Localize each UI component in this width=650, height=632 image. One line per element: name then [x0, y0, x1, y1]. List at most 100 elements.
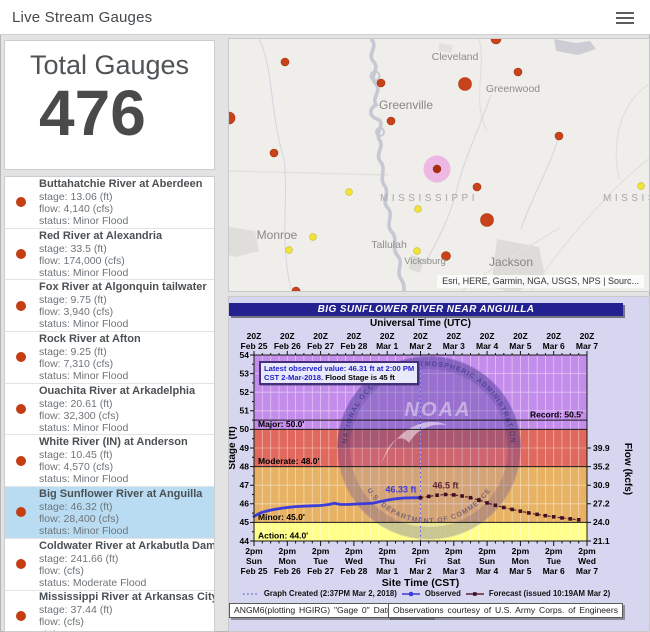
gauge-flow: flow: 4,570 (cfs)	[39, 461, 114, 474]
svg-text:50: 50	[240, 424, 250, 434]
svg-text:Mar 5: Mar 5	[509, 566, 531, 576]
stage-axis-label: Stage (ft)	[229, 426, 238, 469]
gauge-list[interactable]: Buttahatchie River at Aberdeen stage: 13…	[4, 176, 215, 632]
svg-text:Fri: Fri	[415, 556, 426, 566]
gauge-status: status: Minor Flood	[39, 524, 129, 537]
svg-text:Mar 6: Mar 6	[543, 566, 565, 576]
svg-text:Mar 4: Mar 4	[476, 566, 498, 576]
svg-text:20Z: 20Z	[580, 331, 595, 341]
gauge-status-dot	[16, 300, 26, 311]
gauge-map-dot	[291, 286, 301, 291]
map-canvas[interactable]: Cleveland Greenwood Greenville MISSISSIPPI M…	[229, 39, 649, 291]
svg-text:Feb 28: Feb 28	[340, 566, 367, 576]
gauge-map-dot-yellow	[285, 246, 293, 254]
gauge-flow: flow: 7,310 (cfs)	[39, 357, 114, 370]
map-place-label: MISSISSIPPI	[603, 193, 649, 204]
svg-text:20Z: 20Z	[546, 331, 561, 341]
svg-text:2pm: 2pm	[478, 546, 496, 556]
svg-text:Feb 26: Feb 26	[274, 566, 301, 576]
map-place-label: Jackson	[489, 255, 533, 269]
legend-created: Graph Created (2:37PM Mar 2, 2018)	[263, 589, 397, 598]
svg-text:Mar 6: Mar 6	[543, 341, 565, 351]
gauge-name: White River (IN) at Anderson	[39, 436, 188, 449]
gauge-name: Big Sunflower River at Anguilla	[39, 487, 203, 500]
hamburger-menu-icon[interactable]	[616, 12, 634, 27]
annotation-line2: CST 2-Mar-2018. Flood Stage is 45 ft	[264, 373, 395, 382]
gauge-stage: stage: 241.66 (ft)	[39, 552, 119, 565]
gauge-flow: flow: (cfs)	[39, 616, 84, 629]
chart-legend: Graph Created (2:37PM Mar 2, 2018) Obser…	[229, 589, 623, 598]
gauge-map-dot-yellow	[309, 233, 317, 241]
svg-text:47: 47	[240, 480, 250, 490]
svg-text:2pm: 2pm	[279, 546, 297, 556]
gauge-status-dot	[16, 249, 26, 260]
svg-text:Feb 28: Feb 28	[340, 341, 367, 351]
gauge-name: Mississippi River at Arkansas City	[39, 591, 215, 604]
svg-text:54: 54	[240, 350, 250, 360]
map-place-label: Greenville	[379, 98, 433, 112]
list-item[interactable]: Mississippi River at Arkansas City stage…	[5, 590, 215, 631]
svg-text:49: 49	[240, 443, 250, 453]
svg-text:2pm: 2pm	[545, 546, 563, 556]
svg-text:Feb 27: Feb 27	[307, 341, 334, 351]
svg-text:2pm: 2pm	[512, 546, 530, 556]
gauge-status: status: Minor Flood	[39, 214, 129, 227]
svg-text:2pm: 2pm	[445, 546, 463, 556]
gauge-map-dot	[490, 39, 502, 45]
list-item[interactable]: Red River at Alexandria stage: 33.5 (ft)…	[5, 228, 214, 281]
svg-text:2pm: 2pm	[578, 546, 596, 556]
list-item[interactable]: Coldwater River at Arkabutla Dam stage: …	[5, 538, 214, 591]
svg-text:44: 44	[240, 536, 250, 546]
map-place-label: Greenwood	[486, 83, 540, 95]
gauge-map-dot	[480, 213, 494, 227]
svg-text:46: 46	[240, 499, 250, 509]
svg-text:20Z: 20Z	[413, 331, 428, 341]
legend-forecast: Forecast (issued 10:19AM Mar 2)	[488, 589, 611, 598]
latest-observed-annotation: Latest observed value: 46.31 ft at 2:00 …	[259, 361, 420, 385]
list-item[interactable]: Ouachita River at Arkadelphia stage: 20.…	[5, 383, 214, 436]
svg-text:Mar 7: Mar 7	[576, 566, 598, 576]
svg-text:24.0: 24.0	[593, 517, 610, 527]
svg-text:27.2: 27.2	[593, 499, 610, 509]
page-title: Live Stream Gauges	[12, 8, 153, 26]
svg-text:21.1: 21.1	[593, 536, 610, 546]
map-place-label: Monroe	[257, 228, 298, 242]
gauge-status: status: Minor Flood	[39, 266, 129, 279]
svg-text:Sun: Sun	[246, 556, 262, 566]
flood-line-label: Record: 50.5'	[530, 410, 583, 420]
gauge-stage: stage: 9.25 (ft)	[39, 345, 107, 358]
list-item[interactable]: White River (IN) at Anderson stage: 10.4…	[5, 435, 214, 488]
list-item[interactable]: Rock River at Afton stage: 9.25 (ft) flo…	[5, 332, 214, 384]
gauge-map-dot	[229, 111, 236, 125]
svg-text:Wed: Wed	[578, 556, 596, 566]
observed-line-icon	[401, 591, 420, 596]
flood-line-label: Minor: 45.0'	[258, 512, 305, 522]
total-gauges-label: Total Gauges	[29, 50, 190, 80]
list-item[interactable]: Fox River at Algonquin tailwater stage: …	[5, 280, 214, 333]
svg-text:Mon: Mon	[279, 556, 296, 566]
list-item[interactable]: Big Sunflower River at Anguilla stage: 4…	[5, 487, 214, 539]
app-header: Live Stream Gauges	[0, 0, 650, 35]
gauge-status-dot	[16, 610, 26, 621]
svg-text:Mar 4: Mar 4	[476, 341, 498, 351]
gauge-map-dot-yellow	[637, 182, 645, 190]
map-panel[interactable]: Cleveland Greenwood Greenville MISSISSIPPI M…	[228, 38, 650, 292]
svg-text:Mar 3: Mar 3	[443, 341, 465, 351]
gauge-stage: stage: 9.75 (ft)	[39, 294, 107, 307]
svg-text:48: 48	[240, 461, 250, 471]
flood-line-label: Major: 50.0'	[258, 419, 304, 429]
svg-text:20Z: 20Z	[446, 331, 461, 341]
gauge-map-dot	[513, 67, 523, 77]
svg-text:20Z: 20Z	[280, 331, 295, 341]
svg-text:Feb 27: Feb 27	[307, 566, 334, 576]
map-place-label: MISSISSIPPI	[380, 193, 478, 204]
svg-text:20Z: 20Z	[513, 331, 528, 341]
svg-text:Mar 1: Mar 1	[376, 341, 398, 351]
forecast-peak-label: 46.5 ft	[432, 481, 458, 491]
gauge-status-dot	[16, 507, 26, 518]
gauge-status: status: Minor Flood	[39, 369, 129, 382]
observed-value-label: 46.33 ft	[385, 485, 416, 495]
gauge-stage: stage: 37.44 (ft)	[39, 604, 113, 617]
list-item[interactable]: Buttahatchie River at Aberdeen stage: 13…	[5, 177, 214, 229]
selected-gauge-dot	[432, 164, 442, 174]
